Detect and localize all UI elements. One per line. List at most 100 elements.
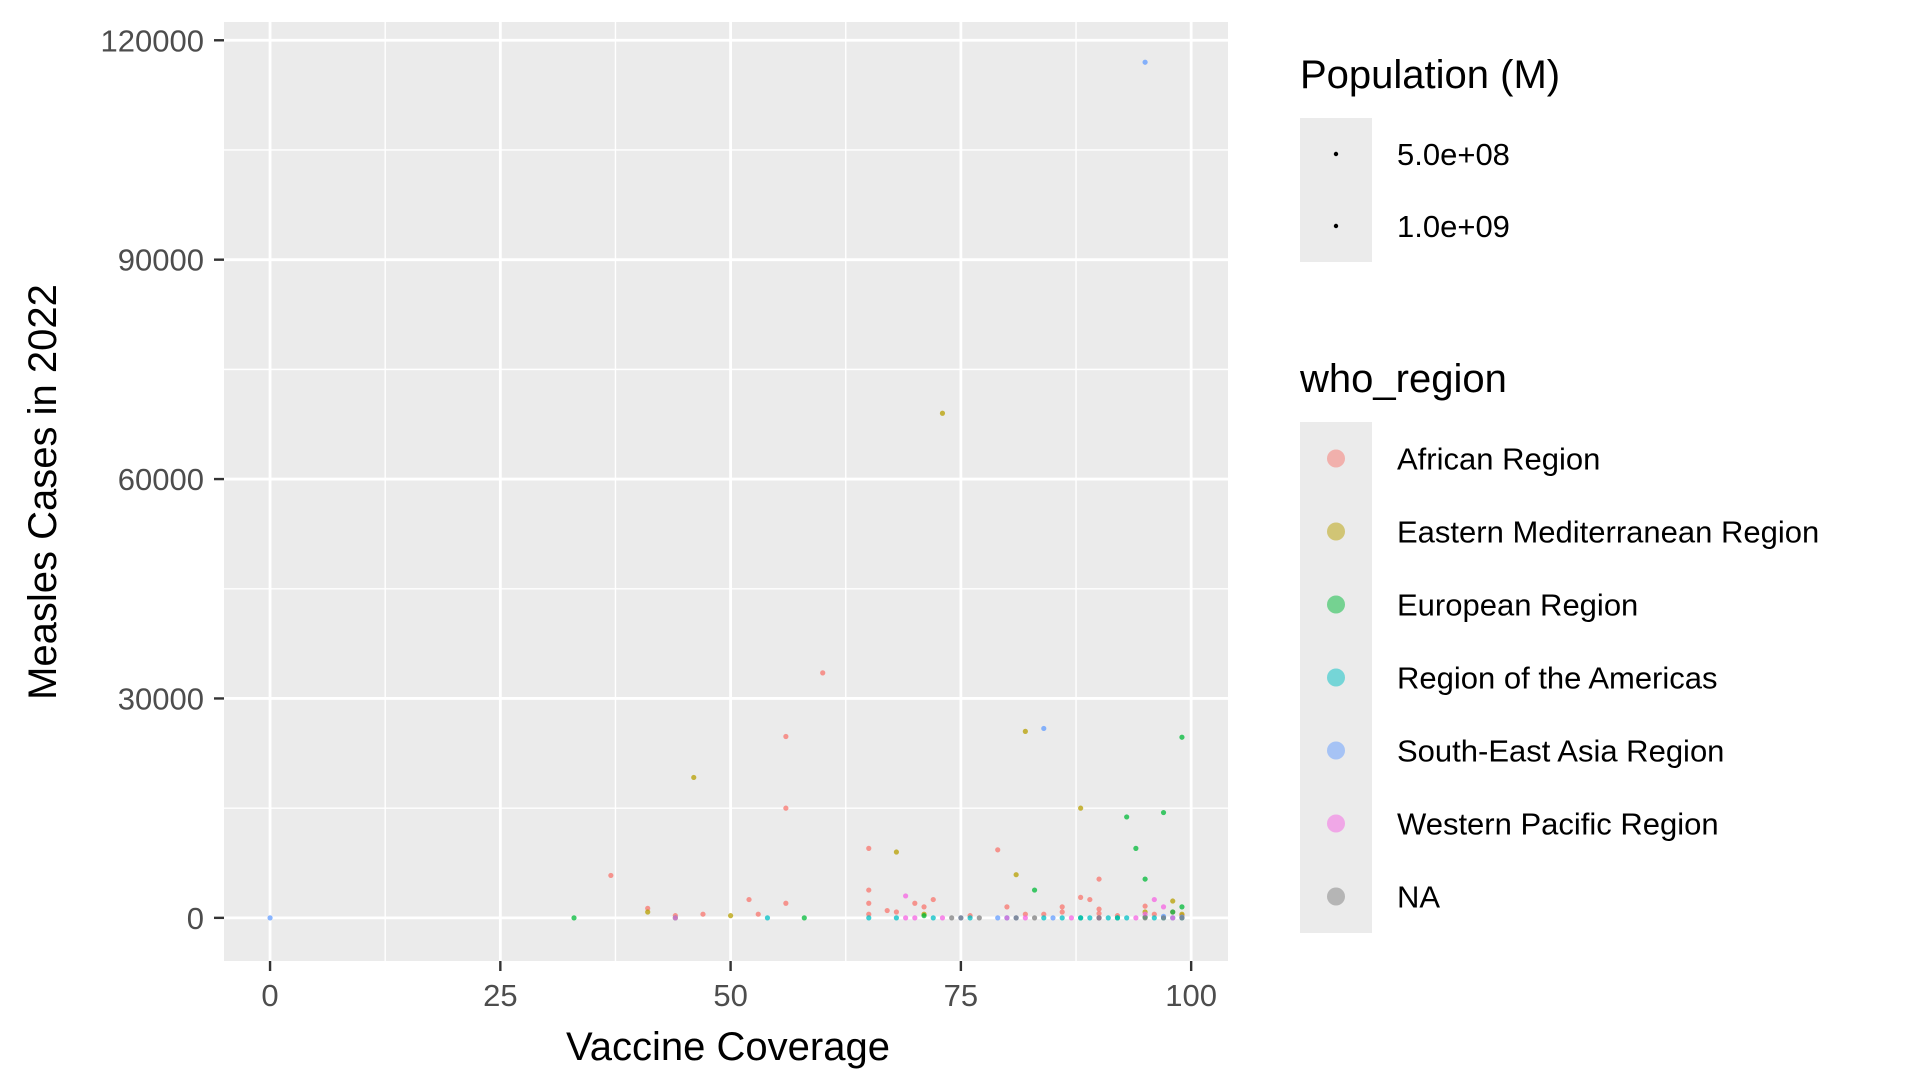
data-point bbox=[691, 774, 697, 781]
data-point bbox=[1179, 734, 1185, 740]
size-legend-label: 1.0e+09 bbox=[1397, 209, 1510, 244]
data-point bbox=[939, 915, 946, 921]
data-point bbox=[1124, 915, 1130, 921]
size-legend-title: Population (M) bbox=[1300, 53, 1560, 97]
data-point bbox=[728, 913, 734, 919]
data-point bbox=[1022, 915, 1028, 921]
x-axis-title: Vaccine Coverage bbox=[566, 1025, 890, 1069]
color-legend-label: European Region bbox=[1397, 588, 1638, 623]
data-point bbox=[884, 907, 890, 914]
size-legend-key bbox=[1333, 223, 1339, 229]
data-point bbox=[608, 872, 614, 879]
data-point bbox=[645, 909, 651, 915]
data-point bbox=[1142, 59, 1148, 65]
data-point bbox=[866, 915, 872, 921]
data-point bbox=[967, 915, 973, 921]
color-legend-key bbox=[1327, 741, 1345, 760]
data-point bbox=[1087, 915, 1093, 921]
data-point bbox=[1041, 725, 1047, 732]
data-points bbox=[267, 59, 1185, 921]
data-point bbox=[1096, 910, 1102, 917]
data-point bbox=[1170, 909, 1176, 915]
data-point bbox=[1105, 915, 1111, 921]
data-point bbox=[801, 915, 807, 921]
color-legend-label: African Region bbox=[1397, 442, 1600, 477]
data-point bbox=[1041, 911, 1047, 917]
y-tick-label: 120000 bbox=[101, 23, 204, 58]
data-point bbox=[1160, 915, 1167, 921]
data-point bbox=[1004, 904, 1010, 910]
data-point bbox=[995, 915, 1001, 921]
data-point bbox=[820, 670, 826, 676]
x-tick-label: 100 bbox=[1165, 978, 1217, 1013]
data-point bbox=[921, 904, 927, 910]
data-point bbox=[1133, 845, 1139, 851]
data-point bbox=[1078, 915, 1084, 921]
data-point bbox=[939, 410, 946, 416]
y-tick-label: 90000 bbox=[118, 243, 204, 278]
data-point bbox=[1179, 915, 1185, 921]
data-point bbox=[893, 909, 900, 915]
data-point bbox=[1078, 894, 1084, 900]
color-legend-key bbox=[1327, 595, 1345, 614]
data-point bbox=[571, 915, 577, 921]
data-point bbox=[912, 900, 918, 906]
y-axis-title: Measles Cases in 2022 bbox=[21, 284, 65, 700]
size-legend-label: 5.0e+08 bbox=[1397, 137, 1510, 172]
data-point bbox=[645, 905, 651, 911]
data-point bbox=[1068, 915, 1075, 921]
x-tick-label: 25 bbox=[483, 978, 517, 1013]
data-point bbox=[958, 915, 964, 921]
data-point bbox=[700, 911, 706, 917]
data-point bbox=[1142, 915, 1148, 921]
size-legend-key bbox=[1333, 151, 1339, 157]
data-point bbox=[672, 915, 678, 921]
data-point bbox=[1142, 911, 1148, 917]
data-point bbox=[1031, 915, 1038, 921]
data-point bbox=[1142, 903, 1148, 909]
data-point bbox=[949, 915, 955, 921]
data-point bbox=[1087, 896, 1093, 903]
color-legend-key bbox=[1327, 668, 1345, 687]
data-point bbox=[976, 915, 982, 921]
color-legend-key bbox=[1327, 522, 1345, 541]
x-tick-label: 75 bbox=[944, 978, 978, 1013]
color-legend-label: NA bbox=[1397, 880, 1440, 915]
data-point bbox=[1041, 915, 1047, 921]
data-point bbox=[1160, 809, 1167, 816]
data-point bbox=[893, 849, 900, 855]
color-legend-label: Eastern Mediterranean Region bbox=[1397, 515, 1819, 550]
data-point bbox=[1096, 906, 1102, 912]
data-point bbox=[1096, 876, 1102, 882]
size-legend-key-background bbox=[1300, 118, 1372, 262]
data-point bbox=[1059, 904, 1065, 910]
color-legend-key bbox=[1327, 449, 1345, 468]
data-point bbox=[1050, 915, 1056, 921]
data-point bbox=[783, 733, 789, 740]
data-point bbox=[930, 915, 936, 921]
data-point bbox=[1114, 915, 1121, 921]
data-point bbox=[866, 845, 872, 851]
color-legend: who_region African Region Eastern Mediter… bbox=[1299, 357, 1819, 933]
data-point bbox=[1151, 896, 1157, 903]
data-point bbox=[866, 911, 872, 917]
data-point bbox=[1170, 915, 1176, 921]
data-point bbox=[1059, 909, 1065, 915]
data-point bbox=[903, 893, 909, 899]
y-tick-label: 60000 bbox=[118, 462, 204, 497]
data-point bbox=[1133, 915, 1139, 921]
color-legend-key bbox=[1327, 814, 1345, 833]
x-tick-label: 50 bbox=[713, 978, 747, 1013]
data-point bbox=[995, 847, 1001, 853]
data-point bbox=[267, 915, 273, 921]
data-point bbox=[755, 911, 761, 917]
data-point bbox=[1096, 915, 1102, 921]
color-legend-title: who_region bbox=[1299, 357, 1507, 401]
data-point bbox=[1059, 915, 1065, 921]
x-tick-label: 0 bbox=[261, 978, 278, 1013]
y-tick-label: 0 bbox=[187, 901, 204, 936]
data-point bbox=[764, 915, 771, 921]
data-point bbox=[1022, 911, 1028, 917]
